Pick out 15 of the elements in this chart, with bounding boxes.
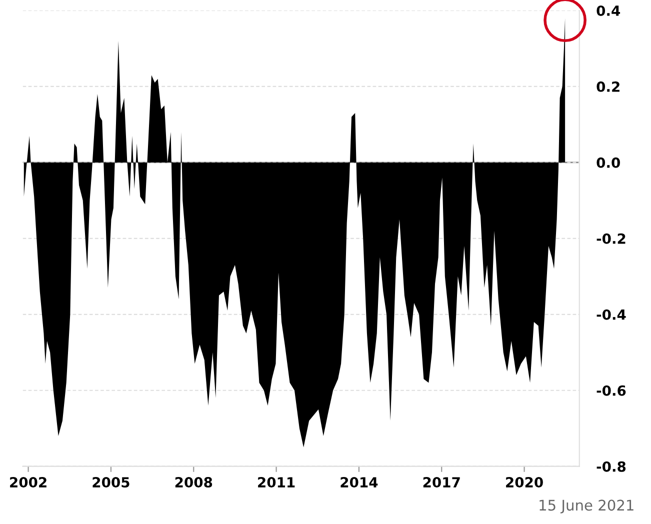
x-tick-label: 2017	[423, 477, 460, 488]
y-tick-label: -0.4	[596, 309, 626, 320]
x-tick-label: 2020	[506, 477, 543, 488]
y-tick-label: -0.6	[596, 385, 626, 396]
x-tick-label: 2002	[10, 477, 46, 488]
y-tick-label: 0.2	[596, 81, 620, 92]
y-tick-label: 0.0	[596, 157, 620, 168]
x-tick-label: 2005	[92, 477, 130, 488]
x-tick-label: 2014	[340, 477, 378, 488]
y-tick-label: 0.4	[596, 5, 620, 16]
text: 15 June 2021	[540, 500, 634, 514]
y-tick-label: -0.8	[596, 461, 626, 472]
x-tick-label: 2008	[175, 477, 212, 488]
x-tick-label: 2011	[258, 477, 295, 488]
y-tick-label: -0.2	[596, 233, 626, 244]
